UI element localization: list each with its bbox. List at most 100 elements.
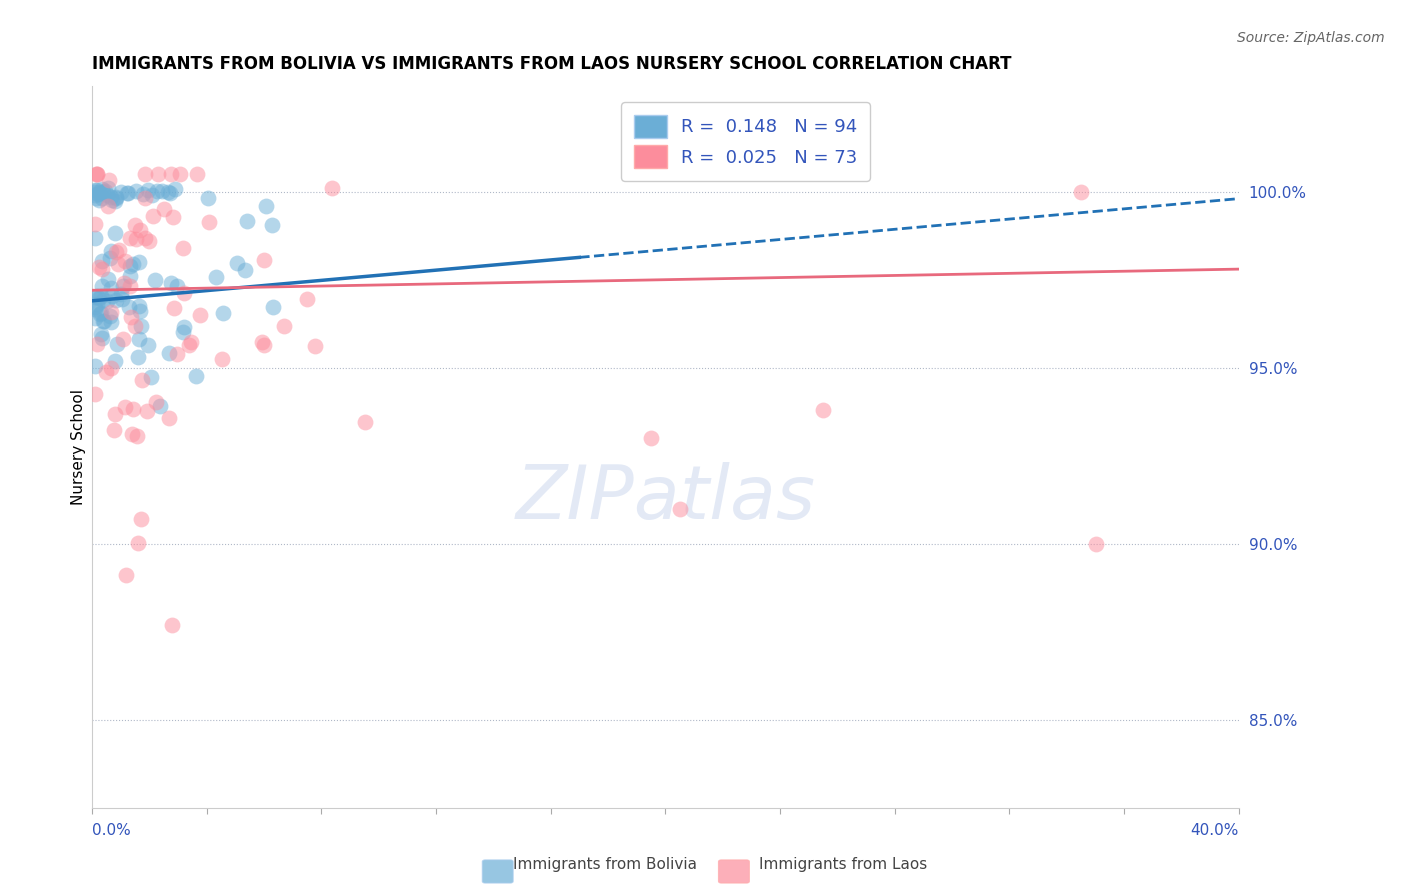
Point bbox=[101, 289, 124, 303]
Point bbox=[136, 338, 159, 352]
Point bbox=[111, 293, 134, 307]
Point bbox=[84, 167, 107, 181]
Point bbox=[128, 299, 150, 313]
Point bbox=[105, 336, 128, 351]
Point bbox=[105, 191, 128, 205]
Point bbox=[129, 304, 152, 318]
Text: IMMIGRANTS FROM BOLIVIA VS IMMIGRANTS FROM LAOS NURSERY SCHOOL CORRELATION CHART: IMMIGRANTS FROM BOLIVIA VS IMMIGRANTS FR… bbox=[91, 55, 1011, 73]
Point bbox=[811, 403, 834, 417]
Point bbox=[253, 338, 276, 352]
Point bbox=[89, 186, 111, 200]
Point bbox=[83, 359, 105, 374]
Point bbox=[104, 194, 127, 208]
Point bbox=[640, 431, 662, 445]
Point bbox=[89, 307, 111, 321]
Point bbox=[86, 337, 108, 351]
Point bbox=[98, 252, 121, 266]
Point bbox=[354, 415, 377, 429]
Point bbox=[117, 186, 139, 201]
Point bbox=[91, 314, 114, 328]
Point bbox=[186, 167, 208, 181]
Point bbox=[97, 272, 120, 286]
Point bbox=[105, 245, 128, 260]
Text: Source: ZipAtlas.com: Source: ZipAtlas.com bbox=[1237, 31, 1385, 45]
Point bbox=[152, 184, 174, 198]
Point bbox=[149, 399, 172, 413]
Point bbox=[157, 410, 180, 425]
Point bbox=[97, 199, 120, 213]
Point bbox=[159, 186, 181, 200]
Point bbox=[160, 618, 183, 632]
Point bbox=[166, 346, 188, 360]
Point bbox=[97, 181, 120, 195]
Point bbox=[110, 185, 132, 199]
Point bbox=[114, 253, 136, 268]
Point bbox=[90, 306, 112, 320]
Point bbox=[668, 501, 690, 516]
Point bbox=[125, 184, 148, 198]
Point bbox=[262, 300, 284, 314]
Point bbox=[142, 209, 165, 223]
Point bbox=[127, 535, 149, 549]
Text: Immigrants from Bolivia: Immigrants from Bolivia bbox=[513, 857, 696, 872]
Point bbox=[104, 190, 127, 204]
Point bbox=[132, 187, 155, 202]
Point bbox=[105, 293, 128, 308]
Point bbox=[250, 334, 273, 349]
Point bbox=[114, 276, 136, 290]
Point bbox=[114, 400, 136, 414]
Point bbox=[110, 287, 132, 301]
Point bbox=[94, 365, 117, 379]
Point bbox=[129, 319, 152, 334]
Text: ZIPatlas: ZIPatlas bbox=[515, 462, 815, 533]
Point bbox=[172, 241, 194, 255]
Point bbox=[321, 181, 343, 195]
Text: 40.0%: 40.0% bbox=[1191, 822, 1239, 838]
Point bbox=[120, 310, 142, 325]
Point bbox=[118, 278, 141, 293]
Point bbox=[236, 214, 259, 228]
Point bbox=[115, 567, 138, 582]
Point bbox=[124, 219, 146, 233]
Point bbox=[87, 187, 110, 202]
Point bbox=[118, 259, 141, 273]
Point bbox=[145, 184, 167, 198]
Point bbox=[166, 278, 188, 293]
Point bbox=[273, 319, 295, 334]
Point bbox=[141, 369, 163, 384]
Y-axis label: Nursery School: Nursery School bbox=[72, 389, 86, 505]
Point bbox=[100, 315, 122, 329]
Point bbox=[98, 309, 121, 323]
Point bbox=[111, 332, 134, 346]
Point bbox=[87, 193, 110, 207]
Point bbox=[177, 337, 200, 351]
Point bbox=[134, 231, 156, 245]
Point bbox=[91, 293, 114, 307]
Point bbox=[304, 339, 326, 353]
Point bbox=[1084, 537, 1107, 551]
Point bbox=[125, 231, 148, 245]
Point bbox=[162, 211, 184, 225]
Point bbox=[134, 191, 156, 205]
Point bbox=[262, 219, 284, 233]
Point bbox=[138, 234, 160, 248]
Point bbox=[211, 351, 233, 366]
Point bbox=[104, 408, 127, 422]
Point bbox=[93, 184, 115, 198]
Point bbox=[128, 332, 150, 346]
Point bbox=[87, 260, 110, 274]
Point bbox=[83, 231, 105, 245]
Point bbox=[100, 193, 122, 207]
Point bbox=[188, 308, 211, 322]
Point bbox=[120, 231, 142, 245]
Point bbox=[91, 186, 114, 200]
Point bbox=[83, 217, 105, 231]
Point bbox=[160, 276, 183, 290]
Point bbox=[112, 278, 135, 293]
Point bbox=[83, 301, 105, 316]
Point bbox=[103, 226, 125, 240]
Point bbox=[93, 314, 115, 328]
Point bbox=[90, 289, 112, 303]
Point bbox=[83, 311, 105, 326]
Point bbox=[100, 244, 122, 258]
